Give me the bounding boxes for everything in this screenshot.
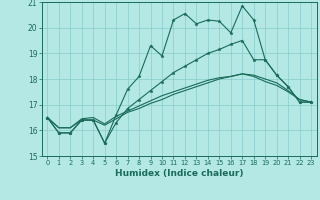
X-axis label: Humidex (Indice chaleur): Humidex (Indice chaleur) (115, 169, 244, 178)
